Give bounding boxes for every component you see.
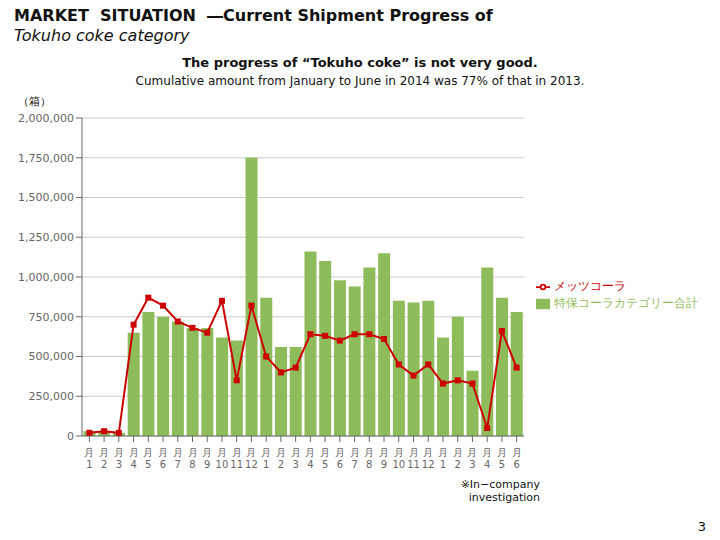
svg-text:月5: 月5 — [143, 447, 153, 470]
svg-text:月6: 月6 — [512, 447, 522, 470]
html-text:Cumulative amount from January: Cumulative amount from January to June i… — [135, 74, 585, 88]
svg-text:月3: 月3 — [467, 447, 477, 470]
svg-text:月2: 月2 — [453, 447, 463, 470]
svg-text:月3: 月3 — [291, 447, 301, 470]
html-text:（箱）: （箱） — [18, 95, 51, 108]
html-text:3: 3 — [697, 519, 706, 534]
svg-text:月7: 月7 — [173, 447, 183, 470]
svg-text:月10: 月10 — [392, 447, 405, 470]
svg-text:月5: 月5 — [320, 447, 330, 470]
svg-text:月8: 月8 — [188, 447, 198, 470]
svg-text:月1: 月1 — [438, 447, 448, 470]
svg-text:月9: 月9 — [202, 447, 212, 470]
svg-text:0: 0 — [67, 430, 74, 443]
svg-text:月12: 月12 — [422, 447, 435, 470]
svg-text:月11: 月11 — [230, 447, 243, 470]
svg-text:月5: 月5 — [497, 447, 507, 470]
svg-text:500,000: 500,000 — [29, 350, 75, 363]
html-text:メッツコーラ: メッツコーラ — [554, 279, 626, 293]
svg-text:月4: 月4 — [129, 447, 139, 470]
svg-text:2,000,000: 2,000,000 — [18, 112, 74, 125]
svg-text:1,250,000: 1,250,000 — [18, 231, 74, 244]
svg-text:月2: 月2 — [99, 447, 109, 470]
svg-text:月1: 月1 — [261, 447, 271, 470]
html-text:MARKET SITUATION ―Current Ship: MARKET SITUATION ―Current Shipment Progr… — [14, 6, 493, 25]
svg-text:月4: 月4 — [482, 447, 492, 470]
svg-text:月7: 月7 — [350, 447, 360, 470]
svg-text:月8: 月8 — [364, 447, 374, 470]
svg-text:月10: 月10 — [216, 447, 229, 470]
svg-text:月6: 月6 — [335, 447, 345, 470]
svg-text:月1: 月1 — [84, 447, 94, 470]
svg-text:1,750,000: 1,750,000 — [18, 152, 74, 165]
html-text:特保コーラカテゴリー合計: 特保コーラカテゴリー合計 — [554, 296, 698, 310]
svg-text:1,000,000: 1,000,000 — [18, 271, 74, 284]
html-text:Tokuho coke category: Tokuho coke category — [14, 26, 190, 45]
svg-text:月3: 月3 — [114, 447, 124, 470]
html-text:The progress of “Tokuho coke”: The progress of “Tokuho coke” is not ver… — [182, 55, 538, 70]
html-text:※In−company investigation: ※In−company investigation — [460, 478, 540, 504]
svg-text:月11: 月11 — [407, 447, 420, 470]
svg-text:月9: 月9 — [379, 447, 389, 470]
svg-text:1,500,000: 1,500,000 — [18, 191, 74, 204]
svg-text:月4: 月4 — [305, 447, 315, 470]
svg-text:750,000: 750,000 — [29, 311, 75, 324]
svg-text:月6: 月6 — [158, 447, 168, 470]
svg-text:月12: 月12 — [245, 447, 258, 470]
svg-text:250,000: 250,000 — [29, 390, 75, 403]
svg-text:月2: 月2 — [276, 447, 286, 470]
